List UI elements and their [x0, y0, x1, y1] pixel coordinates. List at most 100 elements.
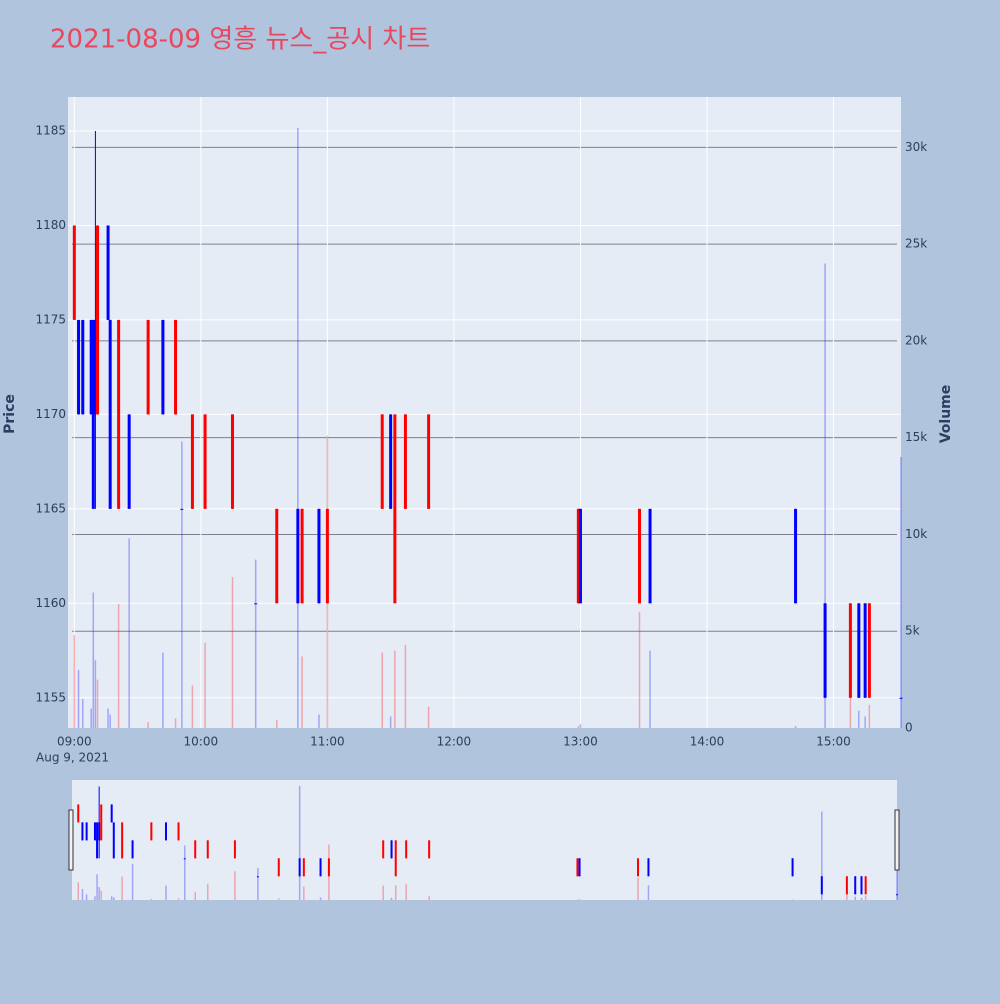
candle-body	[896, 894, 898, 896]
slider-handle[interactable]	[894, 809, 900, 871]
candle-body	[203, 414, 207, 509]
candle-body	[576, 508, 580, 604]
candle-body	[296, 508, 300, 604]
candle-body	[117, 319, 121, 509]
x-tick-label: 13:00	[563, 735, 598, 749]
candle-body	[576, 858, 579, 877]
candle-body	[317, 508, 321, 604]
candle-body	[146, 319, 150, 415]
candle-body	[578, 508, 582, 604]
candle-body	[848, 603, 852, 698]
candle-body	[174, 319, 178, 415]
y-tick-label: 1165	[35, 501, 66, 515]
candle-body	[110, 804, 113, 823]
candle-body	[393, 414, 397, 604]
candle-body	[845, 876, 848, 895]
y2-axis-title: Volume	[938, 385, 954, 444]
candle-body	[403, 414, 407, 509]
candle-body	[81, 822, 84, 841]
candle-body	[161, 319, 165, 415]
y-tick-label: 1180	[35, 218, 66, 232]
candle-body	[327, 858, 330, 877]
y2-tick-label: 20k	[905, 333, 927, 347]
candle-body	[77, 319, 81, 415]
candle-body	[100, 804, 103, 841]
y-tick-label: 1170	[35, 407, 66, 421]
candle-body	[380, 414, 384, 509]
slider-handle[interactable]	[68, 809, 74, 871]
candle-body	[112, 822, 115, 859]
y-axis-title: Price	[2, 394, 18, 434]
candle-body	[121, 822, 124, 859]
candle-body	[254, 603, 258, 605]
y-tick-label: 1160	[35, 596, 66, 610]
candle-body	[127, 414, 131, 509]
candle-body	[164, 822, 167, 841]
candle-body	[823, 603, 827, 698]
candle-body	[85, 822, 88, 841]
candle-body	[81, 319, 85, 415]
candle-body	[106, 225, 110, 320]
candle-body	[867, 603, 871, 698]
candle-body	[91, 319, 95, 509]
x-tick-label: 12:00	[437, 735, 472, 749]
range-slider[interactable]	[72, 780, 897, 900]
candle-body	[108, 319, 112, 509]
y2-tick-label: 25k	[905, 237, 927, 251]
y2-tick-label: 10k	[905, 527, 927, 541]
candle-body	[72, 225, 76, 320]
candle-body	[638, 508, 642, 604]
candle-body	[93, 822, 96, 841]
candle-body	[131, 840, 134, 859]
candle-body	[190, 414, 194, 509]
candle-body	[96, 225, 100, 415]
y2-tick-label: 15k	[905, 430, 927, 444]
candle-body	[578, 858, 581, 877]
candle-body	[302, 858, 305, 877]
candle-body	[899, 697, 903, 699]
y2-tick-label: 0	[905, 721, 913, 735]
candle-body	[405, 840, 408, 859]
candle-body	[647, 858, 650, 877]
candle-body	[390, 840, 393, 859]
candle-body	[277, 858, 280, 877]
candle-body	[857, 603, 861, 698]
plot-area	[68, 97, 901, 728]
y-tick-label: 1185	[35, 124, 66, 138]
y2-tick-label: 5k	[905, 624, 920, 638]
candle-body	[820, 876, 823, 895]
candle-body	[89, 319, 93, 415]
x-tick-label: 15:00	[816, 735, 851, 749]
candle-body	[860, 876, 863, 895]
candle-body	[382, 840, 385, 859]
candle-body	[300, 508, 304, 604]
candle-body	[194, 840, 197, 859]
candle-body	[394, 840, 397, 877]
candle-body	[319, 858, 322, 877]
y-tick-label: 1155	[35, 690, 66, 704]
candle-body	[77, 804, 80, 823]
candle-body	[93, 319, 97, 415]
x-date-label: Aug 9, 2021	[36, 751, 109, 765]
y-tick-label: 1175	[35, 312, 66, 326]
candle-body	[233, 840, 236, 859]
candle-body	[864, 876, 867, 895]
candle-body	[794, 508, 798, 604]
candle-body	[298, 858, 301, 877]
candle-body	[96, 822, 99, 859]
candle-body	[256, 876, 259, 878]
candle-body	[98, 822, 101, 841]
y2-tick-label: 30k	[905, 140, 927, 154]
chart-title: 2021-08-09 영흥 뉴스_공시 차트	[50, 25, 430, 55]
candle-body	[863, 603, 867, 698]
candle-body	[637, 858, 640, 877]
candle-body	[325, 508, 329, 604]
candle-body	[854, 876, 857, 895]
candle-body	[791, 858, 794, 877]
candle-body	[206, 840, 209, 859]
x-tick-label: 11:00	[310, 735, 345, 749]
candle-body	[389, 414, 393, 509]
x-tick-label: 09:00	[57, 735, 92, 749]
